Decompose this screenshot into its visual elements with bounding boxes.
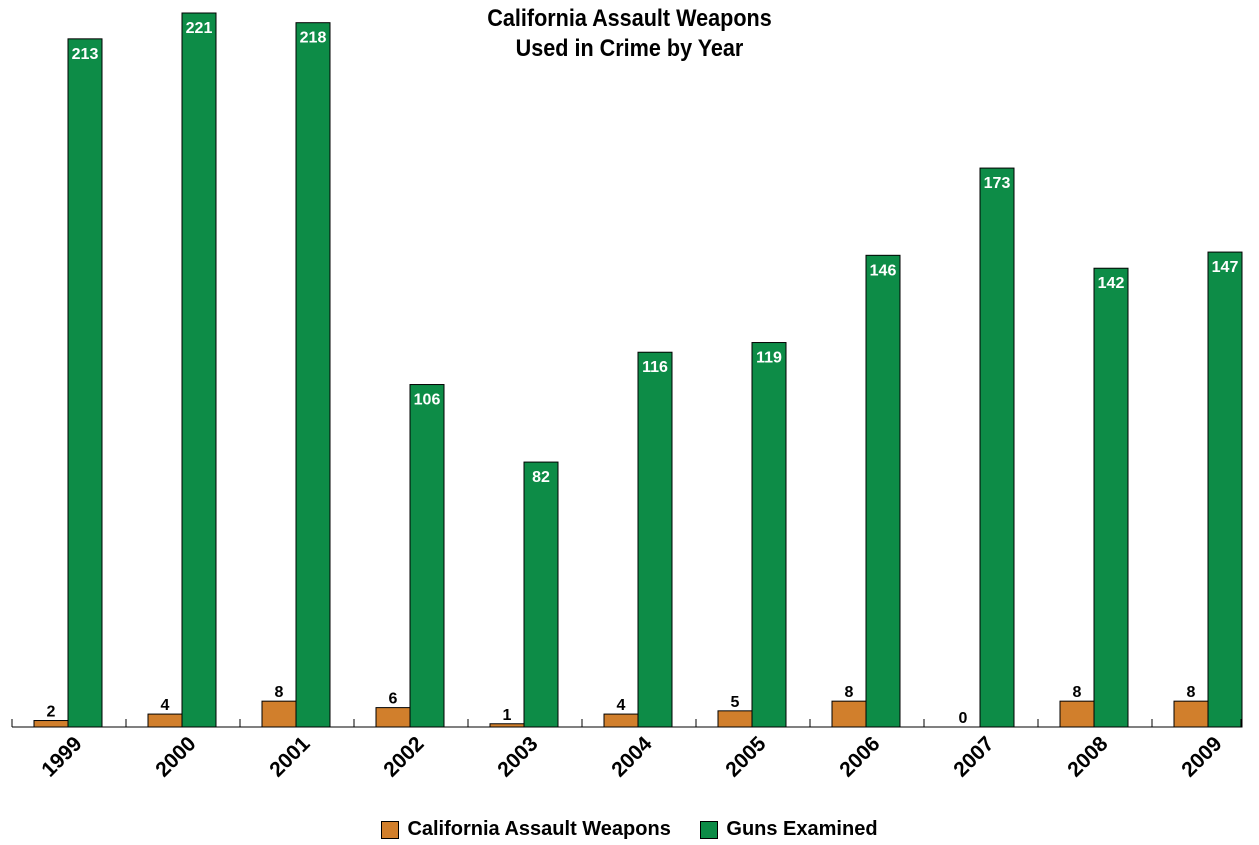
x-tick-label: 2006	[835, 732, 884, 781]
data-label-guns-examined: 146	[870, 262, 897, 279]
data-label-assault-weapons: 4	[617, 697, 626, 714]
data-label-assault-weapons: 4	[161, 697, 170, 714]
bar-assault-weapons	[831, 700, 867, 728]
data-label-assault-weapons: 8	[275, 684, 284, 701]
bar-assault-weapons	[261, 700, 297, 728]
bar-assault-weapons	[1173, 700, 1209, 728]
data-label-guns-examined: 119	[756, 350, 782, 367]
legend-label-assault-weapons: California Assault Weapons	[407, 818, 671, 840]
data-label-guns-examined: 106	[414, 392, 441, 409]
bar-guns-examined	[409, 384, 445, 728]
bar-chart: 2 213 1999 4 221 2000 8 218 2001 6 106 2002 1 82 2003 4…	[11, 12, 1243, 782]
bar-guns-examined	[637, 351, 673, 728]
x-tick-label: 2000	[151, 732, 200, 781]
bar-guns-examined	[751, 342, 787, 728]
x-tick-label: 2007	[949, 732, 998, 781]
data-label-assault-weapons: 8	[1187, 684, 1196, 701]
data-label-assault-weapons: 2	[47, 704, 56, 721]
bar-assault-weapons	[717, 710, 753, 728]
bar-guns-examined	[1207, 251, 1243, 728]
bar-guns-examined	[181, 12, 217, 728]
x-tick-label: 2004	[607, 732, 657, 782]
bar-assault-weapons	[375, 707, 411, 728]
x-tick-label: 2003	[493, 732, 542, 781]
bar-guns-examined	[865, 254, 901, 728]
data-label-assault-weapons: 0	[959, 710, 968, 727]
legend-swatch-guns-examined	[700, 820, 719, 839]
bar-guns-examined	[979, 167, 1015, 728]
data-label-assault-weapons: 1	[503, 707, 512, 724]
data-label-guns-examined: 147	[1212, 259, 1239, 276]
x-tick-label: 2009	[1177, 732, 1226, 781]
bar-assault-weapons	[603, 713, 639, 728]
x-tick-label: 2005	[721, 732, 771, 782]
bar-assault-weapons	[1059, 700, 1095, 728]
legend-item-guns-examined: Guns Examined	[700, 818, 878, 841]
legend-swatch-assault-weapons	[381, 820, 400, 839]
legend-item-assault-weapons: California Assault Weapons	[381, 818, 671, 841]
data-label-guns-examined: 142	[1098, 275, 1125, 292]
bar-assault-weapons	[147, 713, 183, 728]
bar-guns-examined	[523, 461, 559, 728]
data-label-guns-examined: 218	[300, 30, 327, 47]
bar-guns-examined	[295, 22, 331, 728]
data-label-guns-examined: 173	[984, 175, 1011, 192]
data-label-guns-examined: 116	[642, 359, 668, 376]
bar-guns-examined	[1093, 267, 1129, 728]
data-label-assault-weapons: 8	[1073, 684, 1082, 701]
chart-title: California Assault Weapons Used in Crime…	[0, 4, 1259, 64]
data-label-assault-weapons: 8	[845, 684, 854, 701]
x-tick-label: 1999	[37, 732, 86, 781]
bar-assault-weapons	[489, 723, 525, 728]
legend: California Assault Weapons Guns Examined	[0, 818, 1259, 845]
chart-title-line-1: California Assault Weapons	[487, 5, 772, 32]
data-label-assault-weapons: 5	[731, 694, 740, 711]
x-tick-label: 2002	[379, 732, 428, 781]
x-tick-label: 2001	[265, 732, 315, 782]
data-label-guns-examined: 221	[186, 20, 213, 37]
x-tick-label: 2008	[1063, 732, 1113, 782]
bar-assault-weapons	[33, 720, 69, 728]
legend-label-guns-examined: Guns Examined	[726, 818, 878, 840]
data-label-guns-examined: 213	[72, 46, 99, 63]
data-label-assault-weapons: 6	[389, 691, 398, 708]
chart-title-line-2: Used in Crime by Year	[515, 35, 744, 62]
data-label-guns-examined: 82	[532, 469, 550, 486]
bar-guns-examined	[67, 38, 103, 728]
